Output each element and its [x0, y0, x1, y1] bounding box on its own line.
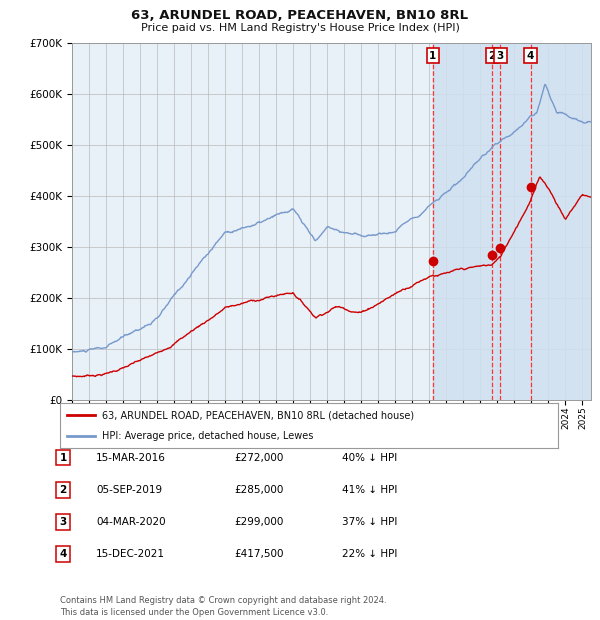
Text: £299,000: £299,000: [234, 517, 283, 527]
Text: £285,000: £285,000: [234, 485, 283, 495]
Text: 4: 4: [527, 51, 534, 61]
Text: £417,500: £417,500: [234, 549, 284, 559]
Text: HPI: Average price, detached house, Lewes: HPI: Average price, detached house, Lewe…: [103, 432, 314, 441]
Text: 15-DEC-2021: 15-DEC-2021: [96, 549, 165, 559]
Text: 4: 4: [59, 549, 67, 559]
Text: 37% ↓ HPI: 37% ↓ HPI: [342, 517, 397, 527]
Text: 40% ↓ HPI: 40% ↓ HPI: [342, 453, 397, 463]
Bar: [433, 43, 591, 400]
Text: 3: 3: [59, 517, 67, 527]
Text: 04-MAR-2020: 04-MAR-2020: [96, 517, 166, 527]
Text: 63, ARUNDEL ROAD, PEACEHAVEN, BN10 8RL (detached house): 63, ARUNDEL ROAD, PEACEHAVEN, BN10 8RL (…: [103, 410, 415, 420]
Text: 2: 2: [488, 51, 496, 61]
Text: 05-SEP-2019: 05-SEP-2019: [96, 485, 162, 495]
Text: 41% ↓ HPI: 41% ↓ HPI: [342, 485, 397, 495]
Text: Contains HM Land Registry data © Crown copyright and database right 2024.
This d: Contains HM Land Registry data © Crown c…: [60, 596, 386, 617]
Text: 22% ↓ HPI: 22% ↓ HPI: [342, 549, 397, 559]
Text: 1: 1: [429, 51, 436, 61]
Text: 3: 3: [497, 51, 504, 61]
Text: Price paid vs. HM Land Registry's House Price Index (HPI): Price paid vs. HM Land Registry's House …: [140, 23, 460, 33]
Text: £272,000: £272,000: [234, 453, 283, 463]
Text: 1: 1: [59, 453, 67, 463]
Text: 2: 2: [59, 485, 67, 495]
Text: 63, ARUNDEL ROAD, PEACEHAVEN, BN10 8RL: 63, ARUNDEL ROAD, PEACEHAVEN, BN10 8RL: [131, 9, 469, 22]
Text: 15-MAR-2016: 15-MAR-2016: [96, 453, 166, 463]
